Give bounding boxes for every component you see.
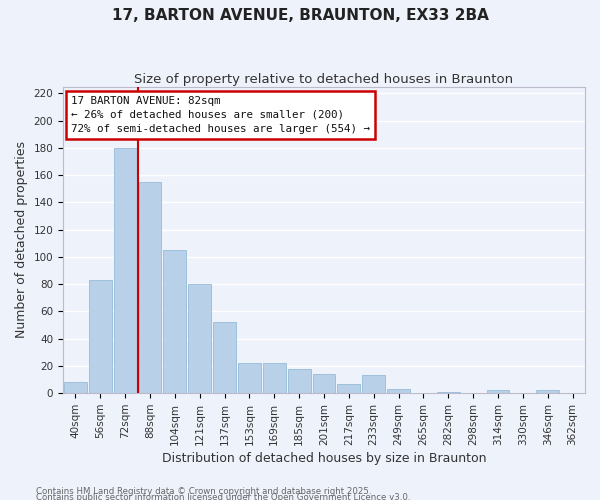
Y-axis label: Number of detached properties: Number of detached properties (15, 142, 28, 338)
Bar (89, 280, 112, 393)
Bar (487, 390, 509, 393)
Bar (213, 322, 236, 393)
Bar (536, 390, 559, 393)
Text: 17, BARTON AVENUE, BRAUNTON, EX33 2BA: 17, BARTON AVENUE, BRAUNTON, EX33 2BA (112, 8, 488, 22)
Bar (238, 363, 261, 393)
Bar (64, 382, 87, 393)
Bar (114, 148, 137, 393)
Bar (362, 376, 385, 393)
X-axis label: Distribution of detached houses by size in Braunton: Distribution of detached houses by size … (162, 452, 486, 465)
Bar (188, 284, 211, 393)
Title: Size of property relative to detached houses in Braunton: Size of property relative to detached ho… (134, 72, 514, 86)
Text: Contains HM Land Registry data © Crown copyright and database right 2025.: Contains HM Land Registry data © Crown c… (36, 487, 371, 496)
Bar (163, 250, 187, 393)
Bar (139, 182, 161, 393)
Bar (263, 363, 286, 393)
Bar (288, 368, 311, 393)
Bar (437, 392, 460, 393)
Bar (337, 384, 361, 393)
Bar (387, 389, 410, 393)
Text: 17 BARTON AVENUE: 82sqm
← 26% of detached houses are smaller (200)
72% of semi-d: 17 BARTON AVENUE: 82sqm ← 26% of detache… (71, 96, 370, 134)
Bar (313, 374, 335, 393)
Text: Contains public sector information licensed under the Open Government Licence v3: Contains public sector information licen… (36, 492, 410, 500)
